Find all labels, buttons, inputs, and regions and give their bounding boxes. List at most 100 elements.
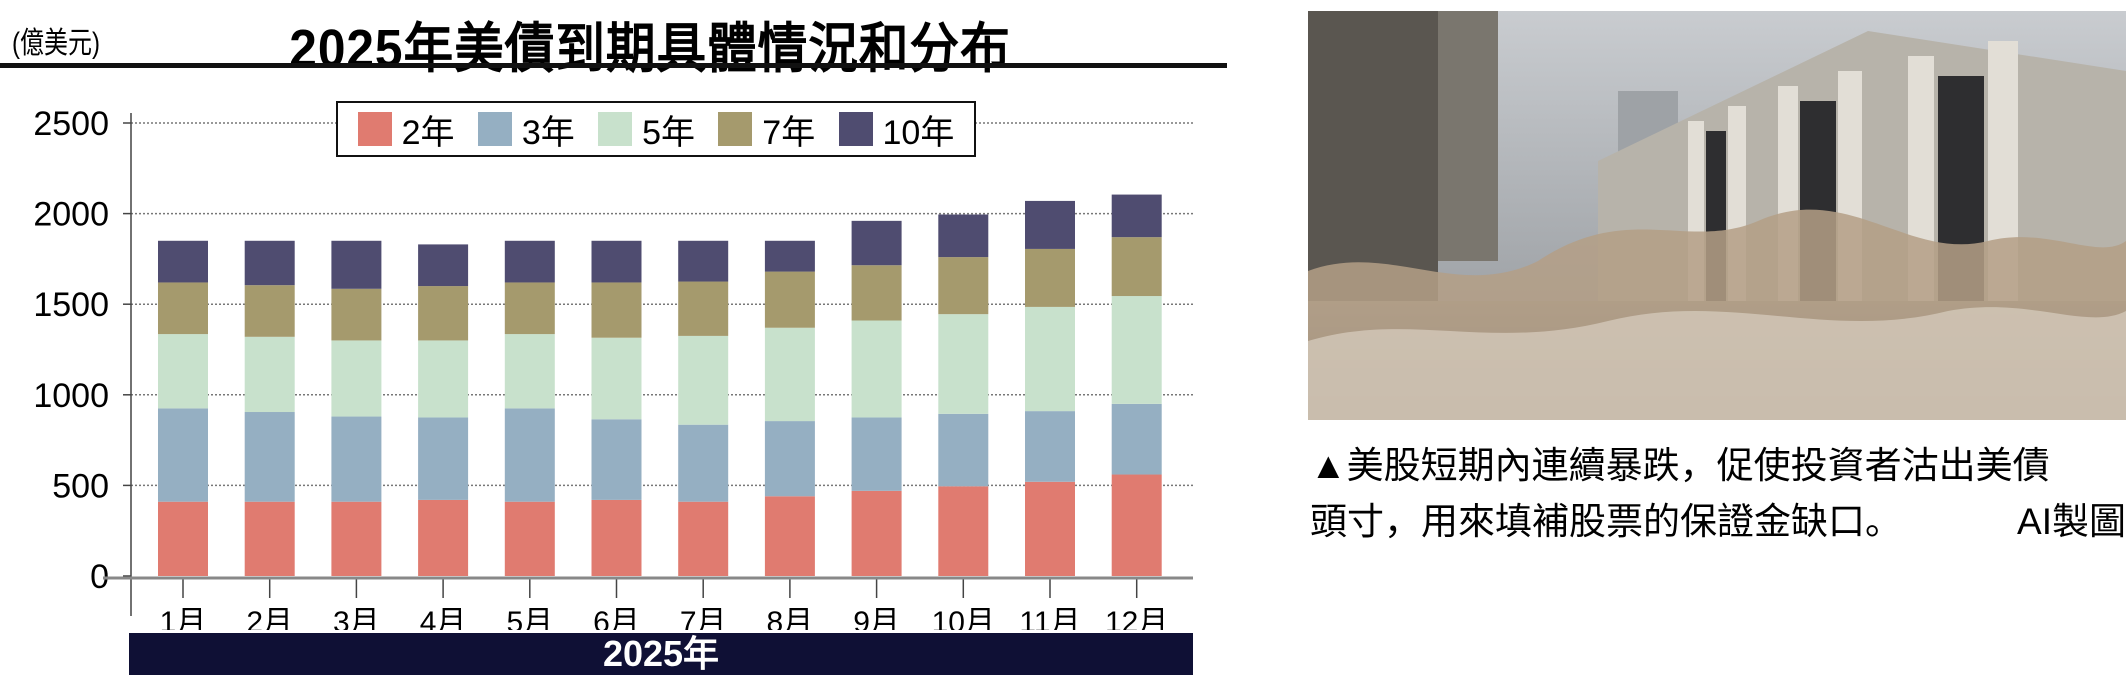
legend-label: 5年 xyxy=(642,113,695,152)
bar-segment xyxy=(764,421,815,497)
y-tick-label: 0 xyxy=(90,558,109,596)
bar-segment xyxy=(244,412,295,502)
bar-segment xyxy=(1025,411,1075,482)
bar-segment xyxy=(158,501,208,576)
x-tick-label: 7月 xyxy=(680,606,727,630)
bar-segment xyxy=(244,240,295,286)
x-tick-label: 2月 xyxy=(246,606,293,630)
bar-segment xyxy=(331,288,382,341)
stacked-bar-chart: 0 500 1000 1500 2000 2500 1月 2月 3月 4月 5月 6月 7月 8月 9月 10… xyxy=(33,105,1193,630)
chart-legend: 2年 3年 5年 7年 10年 xyxy=(336,101,976,157)
bar-segment xyxy=(418,286,469,341)
caption-line-1: ▲美股短期內連續暴跌，促使投資者沽出美債 xyxy=(1310,445,2050,486)
bar-segment xyxy=(851,417,902,491)
legend-item: 2年 xyxy=(357,105,455,154)
bar-segment xyxy=(1111,296,1162,404)
bar-segment xyxy=(244,501,295,576)
bar-segment xyxy=(158,334,208,409)
bar-segment xyxy=(418,417,469,500)
bar-segment xyxy=(418,340,469,418)
y-tick-label: 1000 xyxy=(33,377,109,415)
y-tick-label: 2000 xyxy=(33,196,109,234)
bar-segment xyxy=(938,214,989,258)
bar-segment xyxy=(678,424,729,502)
legend-label: 10年 xyxy=(882,113,955,152)
legend-item: 7年 xyxy=(718,105,815,154)
bar-segment xyxy=(591,499,642,576)
bar-segment xyxy=(851,320,902,418)
bar-segment xyxy=(1025,481,1075,576)
bar-segment xyxy=(591,419,642,500)
bar-segment xyxy=(678,240,729,282)
x-tick-label: 8月 xyxy=(767,606,814,630)
bar-segment xyxy=(1111,194,1162,238)
bar-segment xyxy=(504,282,555,335)
bar-segment xyxy=(678,501,729,576)
caption-line-2-row: 頭寸，用來填補股票的保證金缺口。 AI製圖 xyxy=(1310,494,2126,550)
x-tick-label: 9月 xyxy=(853,606,900,630)
y-tick-label: 2500 xyxy=(33,105,109,143)
title-divider xyxy=(0,63,1227,68)
bar-segment xyxy=(591,240,642,283)
bar-segment xyxy=(938,257,989,315)
bar-segment xyxy=(851,490,902,576)
bar-segment xyxy=(938,314,989,414)
bar-segment xyxy=(504,240,555,283)
x-tick-label: 11月 xyxy=(1019,606,1080,630)
legend-swatch xyxy=(477,112,512,146)
x-tick-label: 12月 xyxy=(1105,606,1168,630)
bar-segment xyxy=(504,501,555,576)
caption-line-2: 頭寸，用來填補股票的保證金缺口。 xyxy=(1310,501,1902,542)
bar-segment xyxy=(504,334,555,409)
bar-segment xyxy=(851,220,902,266)
bar-segment xyxy=(331,501,382,576)
bar-segment xyxy=(678,281,729,336)
bar-segment xyxy=(158,240,208,283)
legend-item: 5年 xyxy=(598,105,695,154)
bar-segment xyxy=(591,337,642,420)
bar-segment xyxy=(1111,403,1162,475)
x-tick-label: 10月 xyxy=(932,606,995,630)
bar-segment xyxy=(764,496,815,576)
bar-segment xyxy=(938,413,989,487)
legend-label: 7年 xyxy=(762,113,816,152)
bar-segment xyxy=(764,271,815,328)
y-tick-label: 1500 xyxy=(33,286,109,324)
x-tick-label: 5月 xyxy=(506,606,553,630)
bar-segment xyxy=(1025,306,1075,412)
bar-segment xyxy=(331,416,382,502)
bar-segment xyxy=(1111,474,1162,576)
bar-segment xyxy=(851,265,902,321)
legend-item: 3年 xyxy=(477,105,575,154)
legend-label: 2年 xyxy=(401,113,455,152)
bar-segment xyxy=(1025,200,1075,249)
x-axis-title: 2025年 xyxy=(129,633,1193,675)
bar-segment xyxy=(331,340,382,417)
y-tick-label: 500 xyxy=(52,467,109,505)
x-tick-label: 1月 xyxy=(160,606,207,630)
bar-segment xyxy=(331,240,382,289)
bar-segment xyxy=(764,327,815,422)
legend-label: 3年 xyxy=(521,113,575,152)
bar-segment xyxy=(764,240,815,272)
legend-swatch xyxy=(598,112,633,146)
x-tick-label: 4月 xyxy=(420,606,467,630)
legend-swatch xyxy=(357,112,392,146)
bar-segment xyxy=(158,408,208,502)
bar-segment xyxy=(158,282,208,335)
bar-segment xyxy=(678,335,729,425)
bar-segment xyxy=(418,499,469,576)
unit-label: (億美元) xyxy=(12,27,100,60)
bar-segment xyxy=(1111,237,1162,297)
bar-segment xyxy=(1025,248,1075,307)
nyse-flood-image xyxy=(1308,11,2126,420)
x-tick-label: 6月 xyxy=(593,606,640,630)
bar-segment xyxy=(938,486,989,576)
bar-segment xyxy=(244,336,295,413)
image-credit: AI製圖 xyxy=(2017,501,2126,542)
chart-title: 2025年美債到期具體情況和分布 xyxy=(289,19,1011,79)
bar-segment xyxy=(591,282,642,338)
bar-segment xyxy=(418,244,469,287)
legend-item: 10年 xyxy=(838,105,955,154)
legend-swatch xyxy=(718,112,753,146)
